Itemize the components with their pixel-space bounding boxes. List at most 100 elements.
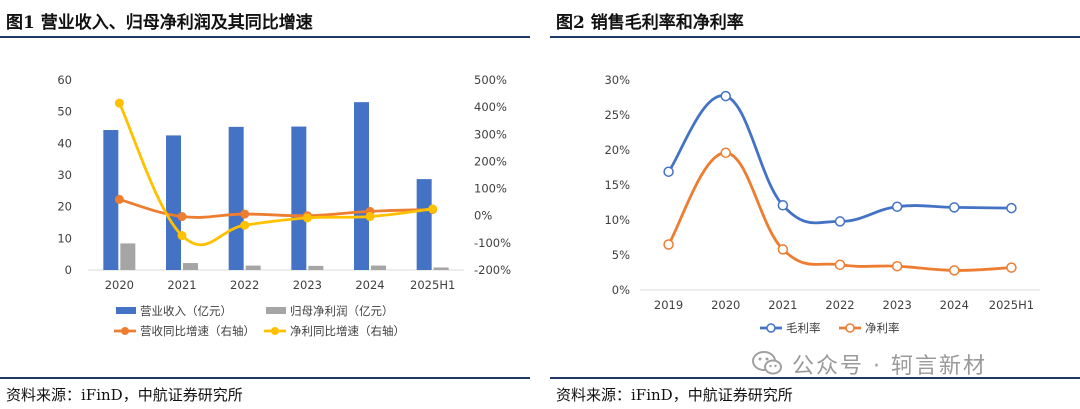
figure1-title: 图1 营业收入、归母净利润及其同比增速	[6, 13, 313, 33]
revenue-bar	[291, 126, 307, 270]
y-tick-label: 30%	[604, 73, 630, 87]
figure2-top-rule	[550, 36, 1080, 38]
y-right-tick-label: 0%	[474, 209, 492, 223]
net-margin-point	[949, 265, 960, 276]
revenue-bar	[228, 126, 244, 270]
net-profit-bar	[371, 265, 386, 270]
revenue-bar	[166, 135, 181, 270]
legend-swatch	[116, 307, 136, 314]
net-margin-point	[1006, 262, 1017, 273]
x-tick-label: 2022	[825, 298, 854, 312]
figure1-top-rule	[0, 36, 530, 38]
net-profit-bar	[120, 243, 136, 270]
x-tick-label: 2022	[230, 278, 259, 292]
legend-label: 毛利率	[786, 321, 821, 335]
legend-swatch	[266, 307, 286, 314]
figure2-panel: 图2 销售毛利率和净利率 0% 5% 10% 15% 20% 25% 30% 2019 2020…	[550, 0, 1080, 409]
net-margin-line	[667, 151, 1012, 272]
legend-marker	[845, 323, 855, 333]
figure1-panel: 图1 营业收入、归母净利润及其同比增速 0 10 20 30 40 50 60 -200% -1…	[0, 0, 530, 409]
net-margin-point	[834, 259, 846, 271]
net-margin-point	[777, 244, 789, 255]
watermark-text: 公众号 · 轲言新材	[792, 354, 987, 379]
revenue-growth-point	[114, 194, 124, 204]
legend-label: 营业收入（亿元）	[140, 304, 232, 318]
figure1-bottom-rule	[0, 377, 530, 379]
y-right-tick-label: 300%	[474, 127, 507, 141]
revenue-growth-line	[118, 198, 433, 219]
gross-margin-point	[663, 166, 674, 177]
legend-label: 净利率	[865, 321, 900, 335]
y-tick-label: 25%	[604, 108, 630, 122]
x-tick-label: 2023	[293, 278, 322, 292]
margin-chart: 0% 5% 10% 15% 20% 25% 30% 2019 2020 2021 2022 2023 2…	[604, 73, 1040, 335]
y-right-tick-label: 400%	[474, 100, 507, 114]
y-tick-label: 10%	[604, 213, 630, 227]
x-tick-label: 2019	[654, 298, 683, 312]
profit-growth-point	[302, 213, 312, 223]
net-margin-point	[720, 147, 731, 159]
gross-margin-point	[720, 90, 731, 102]
y-tick-label: 20%	[604, 143, 630, 157]
net-margin-point	[663, 239, 674, 250]
y-left-tick-label: 50	[57, 105, 72, 119]
y-right-tick-label: -100%	[474, 236, 511, 250]
x-tick-label: 2021	[768, 298, 797, 312]
profit-growth-point	[365, 212, 375, 222]
figure2-bottom-rule	[550, 377, 1080, 379]
y-left-tick-label: 30	[57, 168, 72, 182]
y-left-tick-label: 10	[57, 231, 72, 245]
y-left-tick-label: 20	[57, 200, 72, 214]
wechat-icon	[752, 351, 782, 375]
y-left-tick-label: 0	[65, 263, 72, 277]
x-tick-label: 2023	[883, 298, 912, 312]
y-right-tick-label: 200%	[474, 154, 507, 168]
revenue-growth-point	[240, 209, 250, 219]
gross-margin-point	[891, 201, 903, 212]
revenue-bar	[416, 179, 432, 270]
legend-marker	[271, 327, 279, 335]
x-tick-label: 2024	[940, 298, 969, 312]
gross-margin-point	[777, 200, 789, 211]
y-left-tick-label: 60	[57, 73, 72, 87]
x-tick-label: 2024	[355, 278, 384, 292]
net-profit-bar	[308, 265, 324, 270]
gross-margin-point	[949, 202, 960, 213]
revenue-profit-chart: 0 10 20 30 40 50 60 -200% -100% 0% 100% 200% 300% 400…	[57, 73, 511, 338]
figure2-title: 图2 销售毛利率和净利率	[556, 13, 744, 33]
legend-label: 营收同比增速（右轴）	[140, 324, 255, 338]
y-tick-label: 5%	[612, 248, 630, 262]
figure2-source: 资料来源：iFinD，中航证券研究所	[556, 386, 793, 404]
x-tick-label: 2020	[105, 278, 134, 292]
revenue-bar	[103, 130, 119, 270]
y-right-tick-label: 100%	[474, 182, 507, 196]
profit-growth-point	[177, 231, 187, 241]
profit-growth-point	[240, 220, 250, 230]
net-profit-bar	[245, 265, 261, 270]
legend-marker	[766, 323, 776, 333]
profit-growth-point	[114, 98, 124, 108]
y-right-tick-label: -200%	[474, 263, 511, 277]
x-tick-label: 2021	[167, 278, 196, 292]
y-tick-label: 0%	[612, 283, 630, 297]
profit-growth-point	[428, 204, 438, 214]
net-margin-point	[891, 260, 903, 272]
gross-margin-line	[667, 94, 1012, 225]
y-tick-label: 15%	[604, 178, 630, 192]
watermark: 公众号 · 轲言新材	[752, 348, 1052, 380]
x-tick-label: 2025H1	[989, 298, 1034, 312]
legend-label: 净利同比增速（右轴）	[290, 324, 405, 338]
legend-label: 归母净利润（亿元）	[290, 304, 394, 318]
x-tick-label: 2025H1	[410, 278, 455, 292]
net-profit-bar	[183, 263, 198, 270]
figure1-source: 资料来源：iFinD，中航证券研究所	[6, 386, 243, 404]
gross-margin-point	[834, 216, 846, 227]
y-right-tick-label: 500%	[474, 73, 507, 87]
revenue-growth-point	[177, 212, 187, 222]
legend-marker	[121, 327, 129, 335]
net-profit-bar	[433, 267, 449, 270]
revenue-bar	[354, 102, 369, 271]
y-left-tick-label: 40	[57, 136, 72, 150]
gross-margin-point	[1006, 202, 1017, 214]
x-tick-label: 2020	[711, 298, 740, 312]
